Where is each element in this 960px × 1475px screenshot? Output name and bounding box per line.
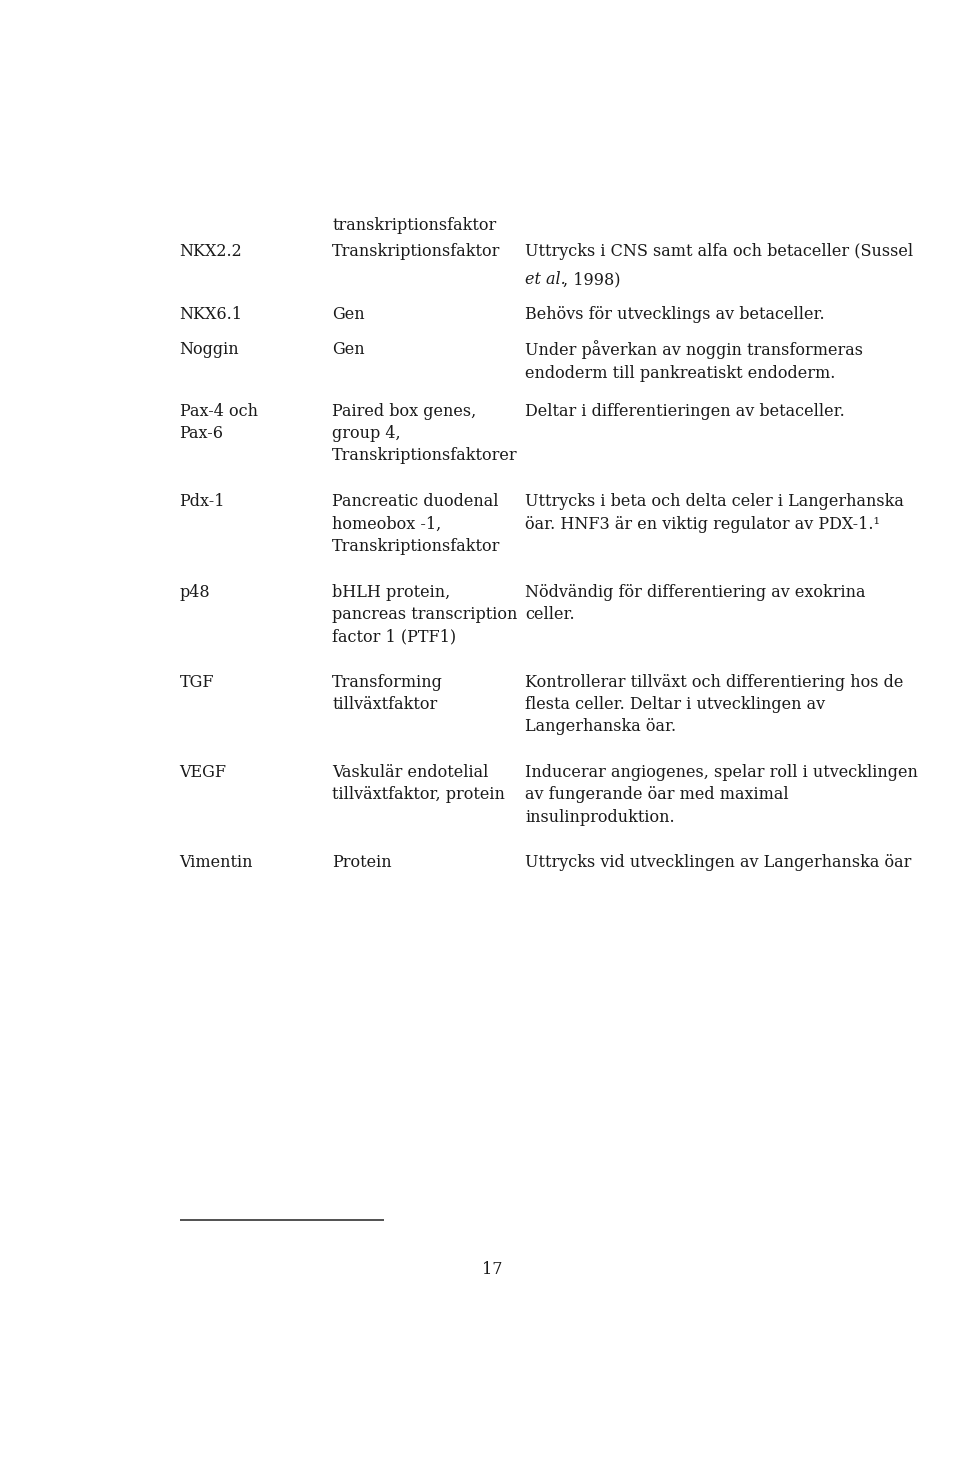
Text: Pdx-1: Pdx-1 [180,493,225,510]
Text: Paired box genes,
group 4,
Transkriptionsfaktorer: Paired box genes, group 4, Transkription… [332,403,517,465]
Text: VEGF: VEGF [180,764,227,782]
Text: Uttrycks i CNS samt alfa och betaceller (Sussel: Uttrycks i CNS samt alfa och betaceller … [525,243,914,261]
Text: , 1998): , 1998) [564,271,621,288]
Text: transkriptionsfaktor: transkriptionsfaktor [332,217,496,233]
Text: Deltar i differentieringen av betaceller.: Deltar i differentieringen av betaceller… [525,403,845,420]
Text: Uttrycks i beta och delta celer i Langerhanska
öar. HNF3 är en viktig regulator : Uttrycks i beta och delta celer i Langer… [525,493,904,532]
Text: Gen: Gen [332,341,365,357]
Text: Vaskulär endotelial
tillväxtfaktor, protein: Vaskulär endotelial tillväxtfaktor, prot… [332,764,505,804]
Text: Gen: Gen [332,305,365,323]
Text: TGF: TGF [180,674,214,690]
Text: Protein: Protein [332,854,392,872]
Text: 17: 17 [482,1261,502,1279]
Text: Kontrollerar tillväxt och differentiering hos de
flesta celler. Deltar i utveckl: Kontrollerar tillväxt och differentierin… [525,674,904,736]
Text: Transforming
tillväxtfaktor: Transforming tillväxtfaktor [332,674,443,712]
Text: Transkriptionsfaktor: Transkriptionsfaktor [332,243,500,261]
Text: bHLH protein,
pancreas transcription
factor 1 (PTF1): bHLH protein, pancreas transcription fac… [332,584,517,645]
Text: NKX6.1: NKX6.1 [180,305,243,323]
Text: Pancreatic duodenal
homeobox -1,
Transkriptionsfaktor: Pancreatic duodenal homeobox -1, Transkr… [332,493,500,555]
Text: Nödvändig för differentiering av exokrina
celler.: Nödvändig för differentiering av exokrin… [525,584,866,622]
Text: Uttrycks vid utvecklingen av Langerhanska öar: Uttrycks vid utvecklingen av Langerhansk… [525,854,912,872]
Text: Behövs för utvecklings av betaceller.: Behövs för utvecklings av betaceller. [525,305,825,323]
Text: NKX2.2: NKX2.2 [180,243,242,261]
Text: Noggin: Noggin [180,341,239,357]
Text: et al.: et al. [525,271,566,288]
Text: p48: p48 [180,584,210,600]
Text: Inducerar angiogenes, spelar roll i utvecklingen
av fungerande öar med maximal
i: Inducerar angiogenes, spelar roll i utve… [525,764,919,826]
Text: Vimentin: Vimentin [180,854,253,872]
Text: Under påverkan av noggin transformeras
endoderm till pankreatiskt endoderm.: Under påverkan av noggin transformeras e… [525,341,863,382]
Text: Pax-4 och
Pax-6: Pax-4 och Pax-6 [180,403,257,442]
